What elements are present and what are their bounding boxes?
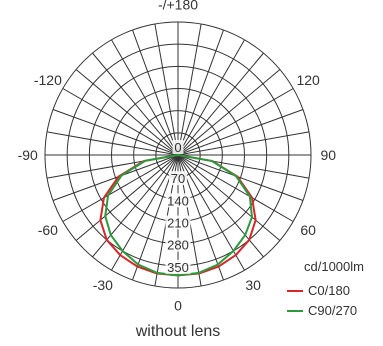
angle-label: 60 xyxy=(300,222,316,238)
legend-label-c0-180: C0/180 xyxy=(308,283,350,298)
angle-label: 0 xyxy=(174,297,182,313)
series-line-c90-270 xyxy=(104,154,253,277)
radial-tick-backing xyxy=(165,259,191,274)
chart-caption: without lens xyxy=(135,323,221,340)
legend: cd/1000lm C0/180 C90/270 xyxy=(287,259,364,318)
radial-tick-label: 140 xyxy=(167,193,189,208)
angle-label: -60 xyxy=(38,222,58,238)
angle-label: 120 xyxy=(296,72,320,88)
angle-label: -/+180 xyxy=(158,0,198,13)
radial-tick-label: 350 xyxy=(167,260,189,275)
angle-label: 30 xyxy=(245,277,261,293)
radial-tick-backing xyxy=(165,193,191,208)
angle-label: 90 xyxy=(321,147,337,163)
radial-tick-label: 0 xyxy=(174,140,181,155)
radial-tick-label: 210 xyxy=(167,216,189,231)
radial-tick-label: 70 xyxy=(171,171,185,186)
intensity-curves xyxy=(99,154,257,277)
unit-label: cd/1000lm xyxy=(304,259,364,274)
angle-label: -90 xyxy=(18,147,38,163)
legend-label-c90-270: C90/270 xyxy=(308,303,357,318)
angle-label: -30 xyxy=(93,277,113,293)
angle-labels: 0 30 -30 60 -60 90 -90 120 -120 -/+180 xyxy=(18,0,337,313)
radial-tick-backing xyxy=(165,215,191,230)
radial-tick-labels: 0 70 140 210 280 350 xyxy=(165,140,191,275)
angle-label: -120 xyxy=(34,72,62,88)
radial-tick-backing xyxy=(172,140,184,154)
radial-tick-backing xyxy=(165,237,191,252)
radial-tick-label: 280 xyxy=(167,238,189,253)
radial-tick-backing xyxy=(169,171,187,186)
